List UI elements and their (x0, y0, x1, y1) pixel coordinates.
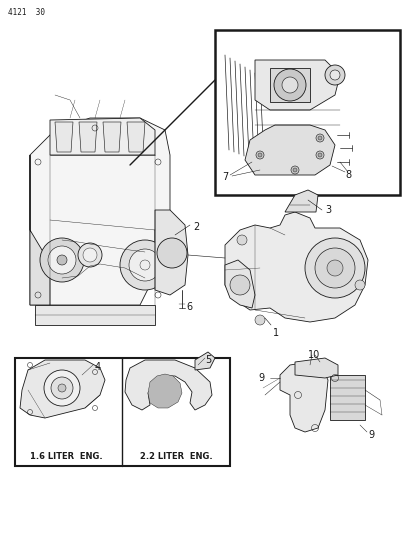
Polygon shape (155, 210, 188, 295)
Circle shape (40, 238, 84, 282)
Polygon shape (329, 375, 364, 420)
Circle shape (157, 238, 187, 268)
Polygon shape (125, 360, 211, 410)
Text: 4: 4 (95, 362, 101, 372)
Circle shape (281, 77, 297, 93)
Polygon shape (79, 122, 97, 152)
Circle shape (51, 377, 73, 399)
Circle shape (58, 384, 66, 392)
Text: 9: 9 (257, 373, 263, 383)
Bar (214, 30, 399, 195)
Polygon shape (20, 360, 105, 418)
Circle shape (314, 248, 354, 288)
Text: 6: 6 (186, 302, 192, 312)
Text: 4121  30: 4121 30 (8, 8, 45, 17)
Circle shape (44, 370, 80, 406)
Polygon shape (103, 122, 121, 152)
Circle shape (129, 249, 161, 281)
Polygon shape (30, 118, 170, 305)
Circle shape (236, 235, 246, 245)
Text: 2.2 LITER  ENG.: 2.2 LITER ENG. (139, 452, 212, 461)
Text: 1.6 LITER  ENG.: 1.6 LITER ENG. (30, 452, 102, 461)
Circle shape (324, 65, 344, 85)
Text: 7: 7 (221, 172, 228, 182)
Polygon shape (127, 122, 145, 152)
Circle shape (120, 240, 170, 290)
Circle shape (354, 280, 364, 290)
Polygon shape (284, 190, 317, 212)
Circle shape (317, 153, 321, 157)
Polygon shape (148, 374, 182, 408)
Polygon shape (279, 362, 327, 432)
Circle shape (255, 151, 263, 159)
Circle shape (329, 70, 339, 80)
Circle shape (315, 134, 323, 142)
Bar (15, 358, 229, 466)
Text: 3: 3 (324, 205, 330, 215)
Text: 5: 5 (204, 355, 211, 365)
Circle shape (83, 248, 97, 262)
Text: 9: 9 (367, 430, 373, 440)
Circle shape (48, 246, 76, 274)
Polygon shape (195, 352, 214, 370)
Circle shape (273, 69, 305, 101)
Text: 1: 1 (272, 328, 279, 338)
Circle shape (304, 238, 364, 298)
Circle shape (257, 153, 261, 157)
Circle shape (317, 136, 321, 140)
Circle shape (315, 151, 323, 159)
Text: 2: 2 (193, 222, 199, 232)
Circle shape (78, 243, 102, 267)
Polygon shape (35, 305, 155, 325)
Polygon shape (30, 155, 50, 305)
Polygon shape (225, 260, 254, 308)
Polygon shape (55, 122, 73, 152)
Text: 8: 8 (344, 170, 350, 180)
Polygon shape (50, 118, 155, 155)
Polygon shape (225, 212, 367, 322)
Polygon shape (254, 60, 339, 110)
Circle shape (57, 255, 67, 265)
Polygon shape (294, 358, 337, 378)
Circle shape (254, 315, 264, 325)
Circle shape (229, 275, 249, 295)
Text: 10: 10 (307, 350, 319, 360)
Circle shape (326, 260, 342, 276)
Circle shape (290, 166, 298, 174)
Polygon shape (270, 68, 309, 102)
Polygon shape (245, 125, 334, 175)
Circle shape (292, 168, 296, 172)
